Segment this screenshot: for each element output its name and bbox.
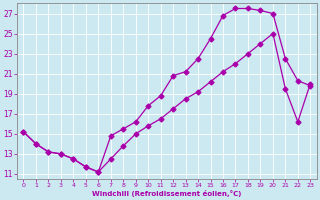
X-axis label: Windchill (Refroidissement éolien,°C): Windchill (Refroidissement éolien,°C) xyxy=(92,190,242,197)
